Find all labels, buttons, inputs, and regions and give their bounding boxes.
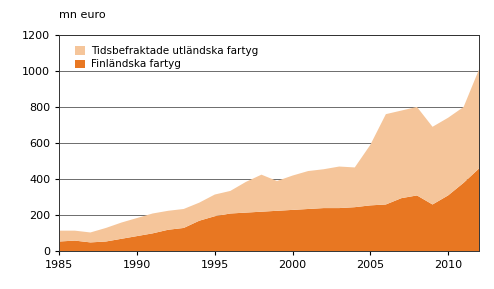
- Legend: Tidsbefraktade utländska fartyg, Finländska fartyg: Tidsbefraktade utländska fartyg, Finländ…: [73, 44, 260, 71]
- Text: mn euro: mn euro: [59, 10, 106, 19]
